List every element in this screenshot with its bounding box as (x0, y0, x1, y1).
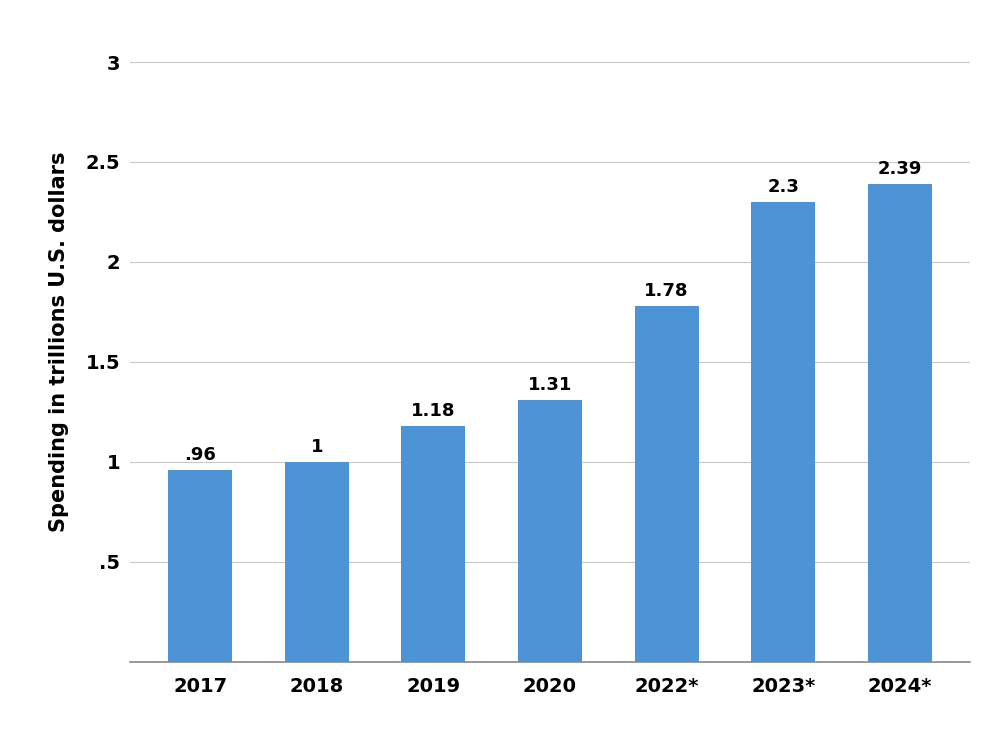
Text: 1.18: 1.18 (411, 402, 456, 420)
Text: 2.39: 2.39 (878, 160, 922, 178)
Bar (635, 306, 699, 662)
Bar (285, 462, 349, 662)
Text: 2.3: 2.3 (767, 178, 799, 196)
Text: 1: 1 (311, 437, 323, 456)
Text: .96: .96 (184, 445, 216, 464)
Text: 1.31: 1.31 (528, 376, 572, 394)
Bar (168, 470, 232, 662)
Bar (518, 400, 582, 662)
Bar (751, 202, 815, 662)
Bar (401, 426, 465, 662)
Bar (868, 184, 932, 662)
Y-axis label: Spending in trillions U.S. dollars: Spending in trillions U.S. dollars (49, 151, 69, 532)
Text: 1.78: 1.78 (644, 282, 689, 300)
